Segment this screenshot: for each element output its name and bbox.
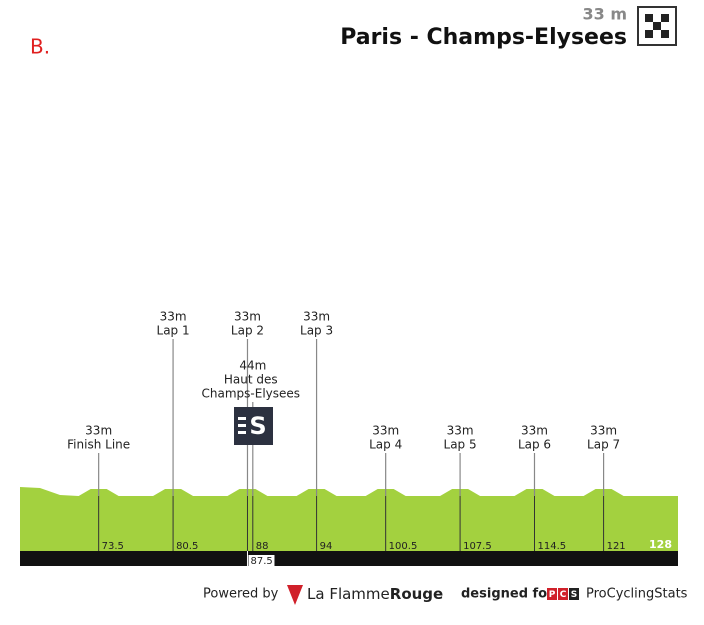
marker-label: Finish Line <box>67 438 130 452</box>
marker-elevation: 33m <box>303 310 330 324</box>
pcs-letter: S <box>571 590 577 600</box>
marker-elevation: 33m <box>234 310 261 324</box>
pcs-box <box>569 588 579 600</box>
climb-elevation: 44m <box>239 359 266 373</box>
svg-text:S: S <box>249 412 266 440</box>
brand: La FlammeRouge <box>307 585 443 603</box>
brand-part: La Flamme <box>307 585 390 603</box>
marker-label: Lap 4 <box>369 438 402 452</box>
brand-part: Rouge <box>390 585 443 603</box>
finish-elevation: 33 m <box>582 5 627 24</box>
marker-label: Lap 3 <box>300 324 333 338</box>
x-tick-label: 107.5 <box>463 541 492 552</box>
marker-elevation: 33m <box>160 310 187 324</box>
finish-name: Paris - Champs-Elysees <box>340 25 627 50</box>
tick-label-bg <box>248 555 275 567</box>
climb-label: Champs-Elysees <box>202 387 301 401</box>
marker-label: Lap 7 <box>587 438 620 452</box>
marker-label: Lap 2 <box>231 324 264 338</box>
marker-elevation: 33m <box>372 424 399 438</box>
x-tick-label: 114.5 <box>537 541 566 552</box>
climb-label: Haut des <box>224 373 278 387</box>
pcs-letter: P <box>549 590 556 600</box>
site: ProCyclingStats <box>586 587 688 602</box>
x-tick-label: 88 <box>256 541 269 552</box>
marker-label: Lap 5 <box>444 438 477 452</box>
x-tick-label: 121 <box>607 541 626 552</box>
marker-elevation: 33m <box>590 424 617 438</box>
x-tick-label: 73.5 <box>102 541 124 552</box>
marker-elevation: 33m <box>85 424 112 438</box>
pcs-box <box>547 588 557 600</box>
base-bar <box>20 551 678 566</box>
x-tick-label: 94 <box>320 541 333 552</box>
marker-elevation: 33m <box>447 424 474 438</box>
pcs-letter: C <box>560 590 567 600</box>
marker-label: Lap 6 <box>518 438 551 452</box>
brand-logo <box>287 585 303 605</box>
pcs-box <box>558 588 568 600</box>
designed-for: designed for <box>461 587 554 602</box>
end-km-label: 128 <box>649 538 672 551</box>
panel-label: B. <box>30 35 50 59</box>
marker-elevation: 33m <box>521 424 548 438</box>
powered-by: Powered by <box>203 587 279 602</box>
terrain <box>20 487 678 551</box>
sprint-icon: S <box>234 407 273 445</box>
x-tick-label: 100.5 <box>389 541 418 552</box>
x-tick-label: 80.5 <box>176 541 198 552</box>
marker-label: Lap 1 <box>157 324 190 338</box>
footer: Powered by La FlammeRouge designed for P… <box>203 585 688 605</box>
x-tick-label: 87.5 <box>250 556 272 567</box>
finish-flag-icon <box>637 6 677 46</box>
